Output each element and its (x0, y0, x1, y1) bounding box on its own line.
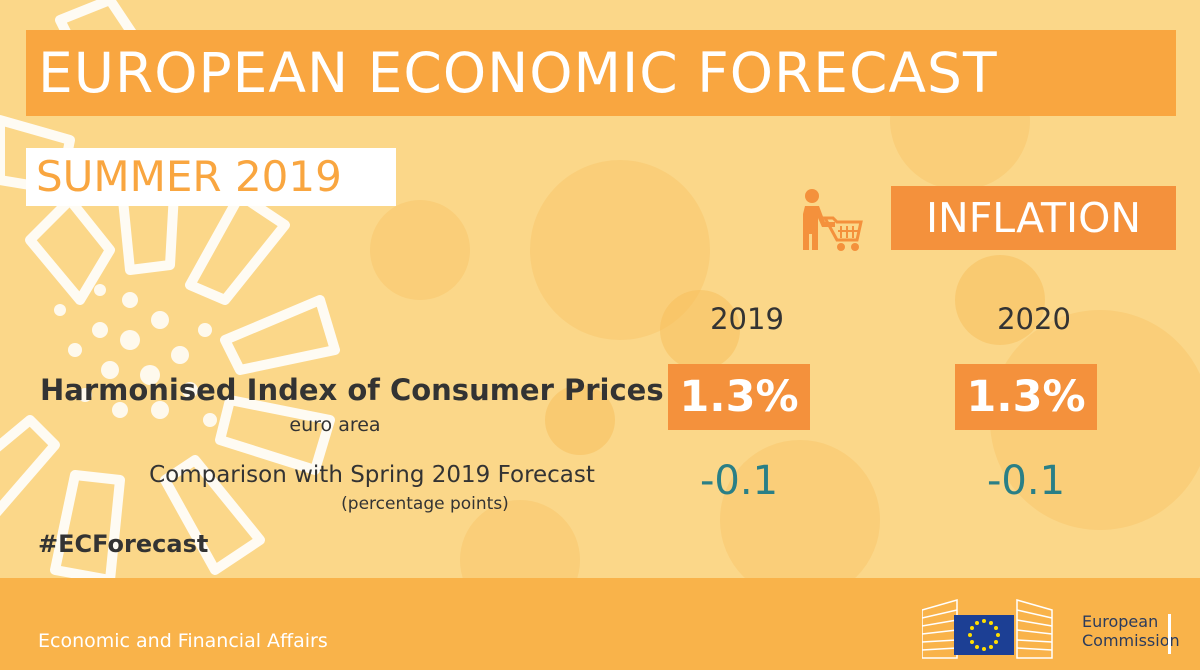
hicp-sublabel: euro area (289, 414, 381, 436)
european-commission-logo (922, 599, 1053, 659)
logo-divider (1168, 614, 1171, 654)
footer-department: Economic and Financial Affairs (38, 630, 328, 652)
hicp-value-box-2020 (955, 364, 1097, 430)
hicp-value-2020: 1.3% (966, 372, 1086, 422)
ec-logo-line1: European (1082, 612, 1159, 631)
page-title: EUROPEAN ECONOMIC FORECAST (38, 41, 998, 105)
page-subtitle: SUMMER 2019 (36, 152, 342, 201)
topic-label: INFLATION (925, 194, 1142, 242)
comparison-value-2019: -0.1 (699, 458, 779, 504)
comparison-value-2020: -0.1 (986, 458, 1066, 504)
ec-logo-text: European Commission (1082, 612, 1180, 650)
comparison-sublabel: (percentage points) (341, 494, 509, 514)
shopping-cart-icon (803, 189, 863, 251)
hicp-label: Harmonised Index of Consumer Prices (40, 373, 664, 407)
title-banner (26, 30, 1176, 116)
subtitle-banner (26, 148, 396, 206)
comparison-label-text: Comparison with Spring 2019 Forecast (149, 462, 595, 488)
hashtag: #ECForecast (38, 530, 209, 558)
topic-banner (891, 186, 1176, 250)
comparison-label: Comparison with Spring 2019 Forecast (40, 462, 628, 488)
hicp-value-2019: 1.3% (679, 372, 799, 422)
ec-logo-line2: Commission (1082, 631, 1180, 650)
year-header-2020: 2020 (997, 302, 1071, 336)
year-header-2019: 2019 (710, 302, 784, 336)
hicp-value-box-2019 (668, 364, 810, 430)
